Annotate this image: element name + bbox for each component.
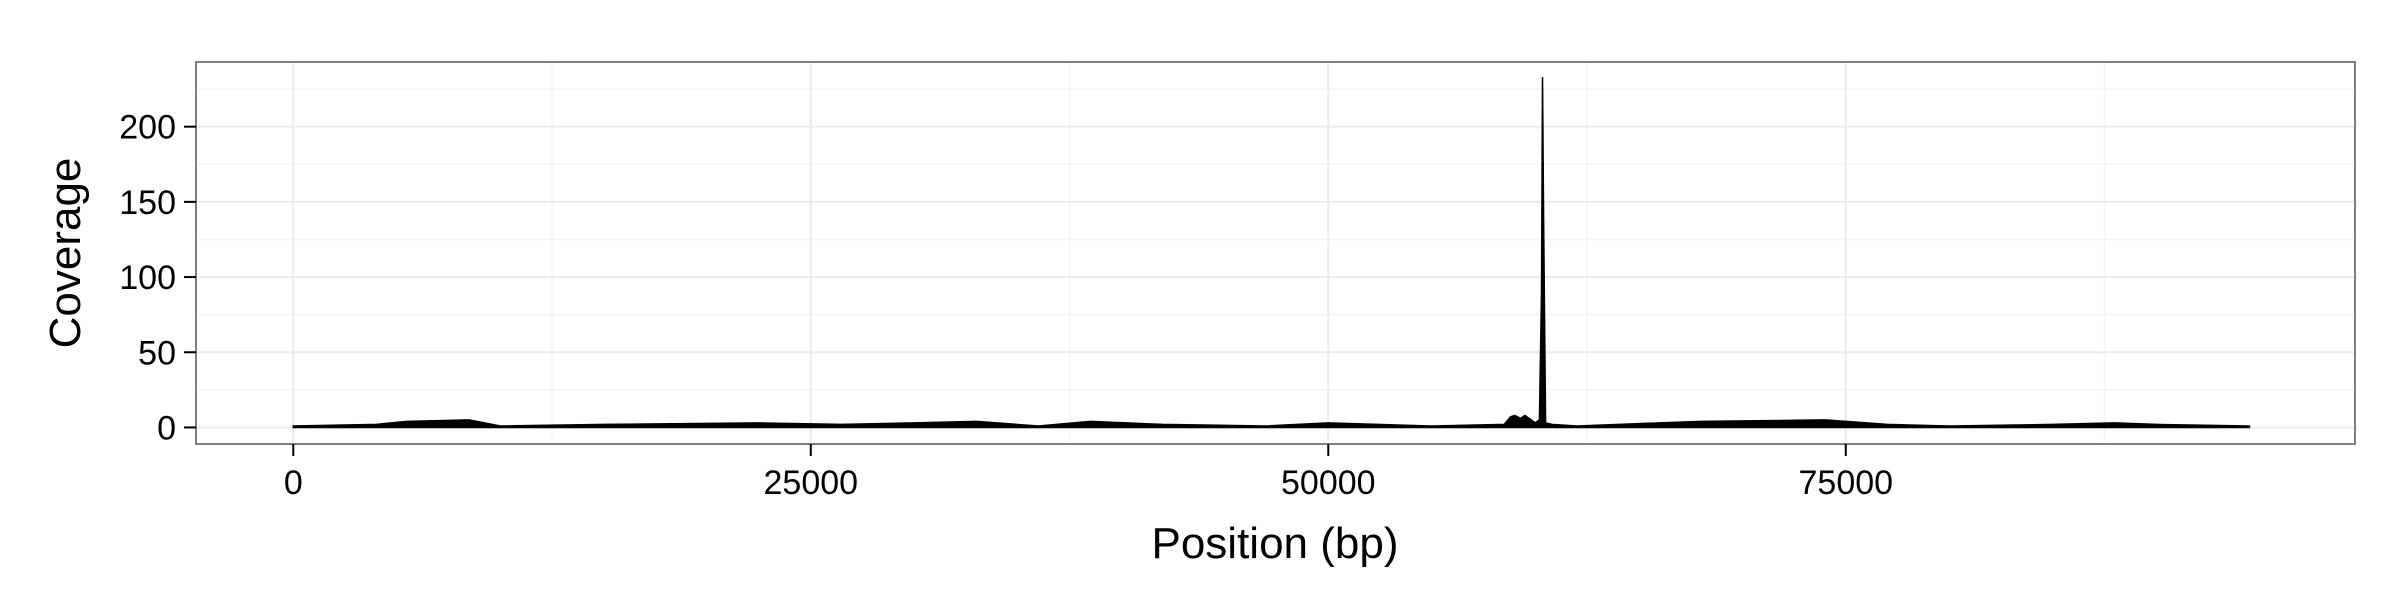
y-tick-label: 150 (119, 184, 176, 222)
y-tick-label: 0 (157, 409, 176, 447)
x-tick-label: 75000 (1799, 464, 1894, 502)
y-axis-title: Coverage (41, 158, 90, 349)
x-axis: 0 25000 50000 75000 (284, 444, 1893, 502)
panel-border (195, 61, 2356, 445)
x-tick-label: 25000 (764, 464, 859, 502)
plot-panel (195, 61, 2356, 445)
x-tick-label: 50000 (1281, 464, 1376, 502)
x-tick-label: 0 (284, 464, 303, 502)
y-tick-label: 200 (119, 109, 176, 147)
y-tick-label: 50 (138, 334, 176, 372)
panel-background (196, 62, 2355, 444)
y-tick-label: 100 (119, 259, 176, 297)
y-axis: 0 50 100 150 200 (119, 109, 196, 447)
coverage-area (292, 76, 2251, 429)
grid-lines (196, 62, 2355, 444)
x-axis-title: Position (bp) (1151, 519, 1398, 568)
